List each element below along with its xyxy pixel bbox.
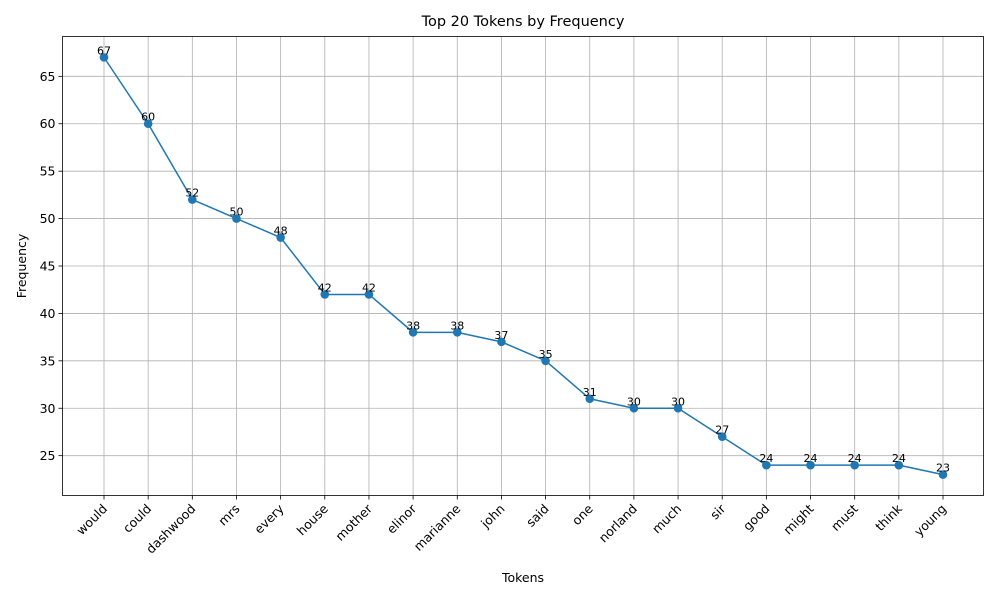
x-tick-label: john	[477, 501, 507, 531]
y-axis-label: Frequency	[14, 233, 29, 298]
x-tick-label: young	[911, 501, 949, 539]
data-point	[938, 470, 948, 479]
data-point	[364, 290, 374, 299]
x-tick-label: much	[649, 501, 684, 536]
data-point	[452, 328, 462, 337]
data-label: 38	[406, 319, 420, 332]
y-tick-label: 45	[40, 259, 56, 274]
data-point	[320, 290, 330, 299]
y-tick-label: 60	[40, 116, 56, 131]
data-point	[585, 394, 595, 404]
data-label: 30	[627, 395, 641, 408]
x-tick-label: every	[251, 501, 287, 537]
series-line	[103, 56, 944, 476]
data-label: 35	[539, 348, 553, 361]
x-tick-label: must	[828, 501, 861, 534]
x-tick-label: mother	[332, 500, 375, 543]
series-layer	[99, 53, 948, 479]
y-tick-label: 40	[40, 306, 56, 321]
data-label: 30	[671, 395, 685, 408]
data-point	[806, 460, 815, 470]
data-label: 60	[141, 111, 155, 124]
y-tick-layer: 25 30 35 40 45 50 55 60 65	[40, 69, 63, 463]
data-label: 24	[759, 452, 773, 465]
grid-layer	[62, 36, 984, 496]
data-label-layer: 67 60 52 50 48 42 42 38 38 37 35 31 30 30 27 24 24 24 24 23	[97, 44, 950, 474]
x-tick-label: think	[872, 500, 905, 533]
data-label: 42	[318, 281, 332, 294]
y-tick-label: 65	[40, 69, 56, 84]
x-tick-label: said	[523, 501, 552, 530]
data-point	[232, 214, 241, 223]
x-axis-label: Tokens	[501, 570, 544, 585]
x-tick-label: norland	[596, 501, 640, 545]
data-point	[99, 53, 109, 62]
data-point	[717, 432, 727, 442]
data-label: 24	[892, 452, 906, 465]
data-point	[673, 403, 683, 413]
data-label: 52	[185, 187, 199, 200]
x-tick-label: might	[780, 501, 816, 537]
y-tick-label: 30	[40, 401, 56, 416]
y-tick-label: 25	[40, 448, 56, 463]
data-label: 24	[804, 452, 818, 465]
data-point	[762, 460, 771, 470]
x-tick-label: one	[569, 501, 596, 528]
x-tick-label: house	[294, 501, 331, 538]
data-point	[894, 460, 904, 470]
data-point	[850, 460, 859, 470]
x-tick-label: sir	[707, 500, 729, 522]
y-tick-label: 55	[40, 164, 56, 179]
data-label: 50	[229, 206, 243, 219]
data-label: 48	[274, 225, 288, 238]
data-point	[408, 328, 418, 337]
x-tick-label: good	[740, 501, 773, 534]
x-tick-label: mrs	[215, 501, 242, 528]
x-tick-label: would	[73, 501, 110, 538]
x-tick-label: elinor	[384, 500, 420, 536]
data-label: 31	[583, 386, 597, 399]
x-tick-label: could	[120, 501, 155, 536]
data-label: 67	[97, 44, 111, 57]
data-point	[276, 233, 285, 242]
data-point	[497, 337, 506, 347]
data-point	[188, 195, 197, 204]
y-tick-label: 35	[40, 353, 56, 368]
data-label: 23	[936, 462, 950, 475]
data-label: 42	[362, 281, 376, 294]
data-label: 24	[848, 452, 862, 465]
data-label: 27	[715, 424, 729, 437]
data-point	[541, 356, 550, 366]
data-label: 38	[450, 319, 464, 332]
x-tick-label: marianne	[411, 501, 464, 554]
data-label: 37	[494, 329, 508, 342]
chart-title: Top 20 Tokens by Frequency	[421, 14, 625, 30]
data-point	[143, 119, 153, 129]
y-tick-label: 50	[40, 211, 56, 226]
data-point	[629, 403, 639, 413]
